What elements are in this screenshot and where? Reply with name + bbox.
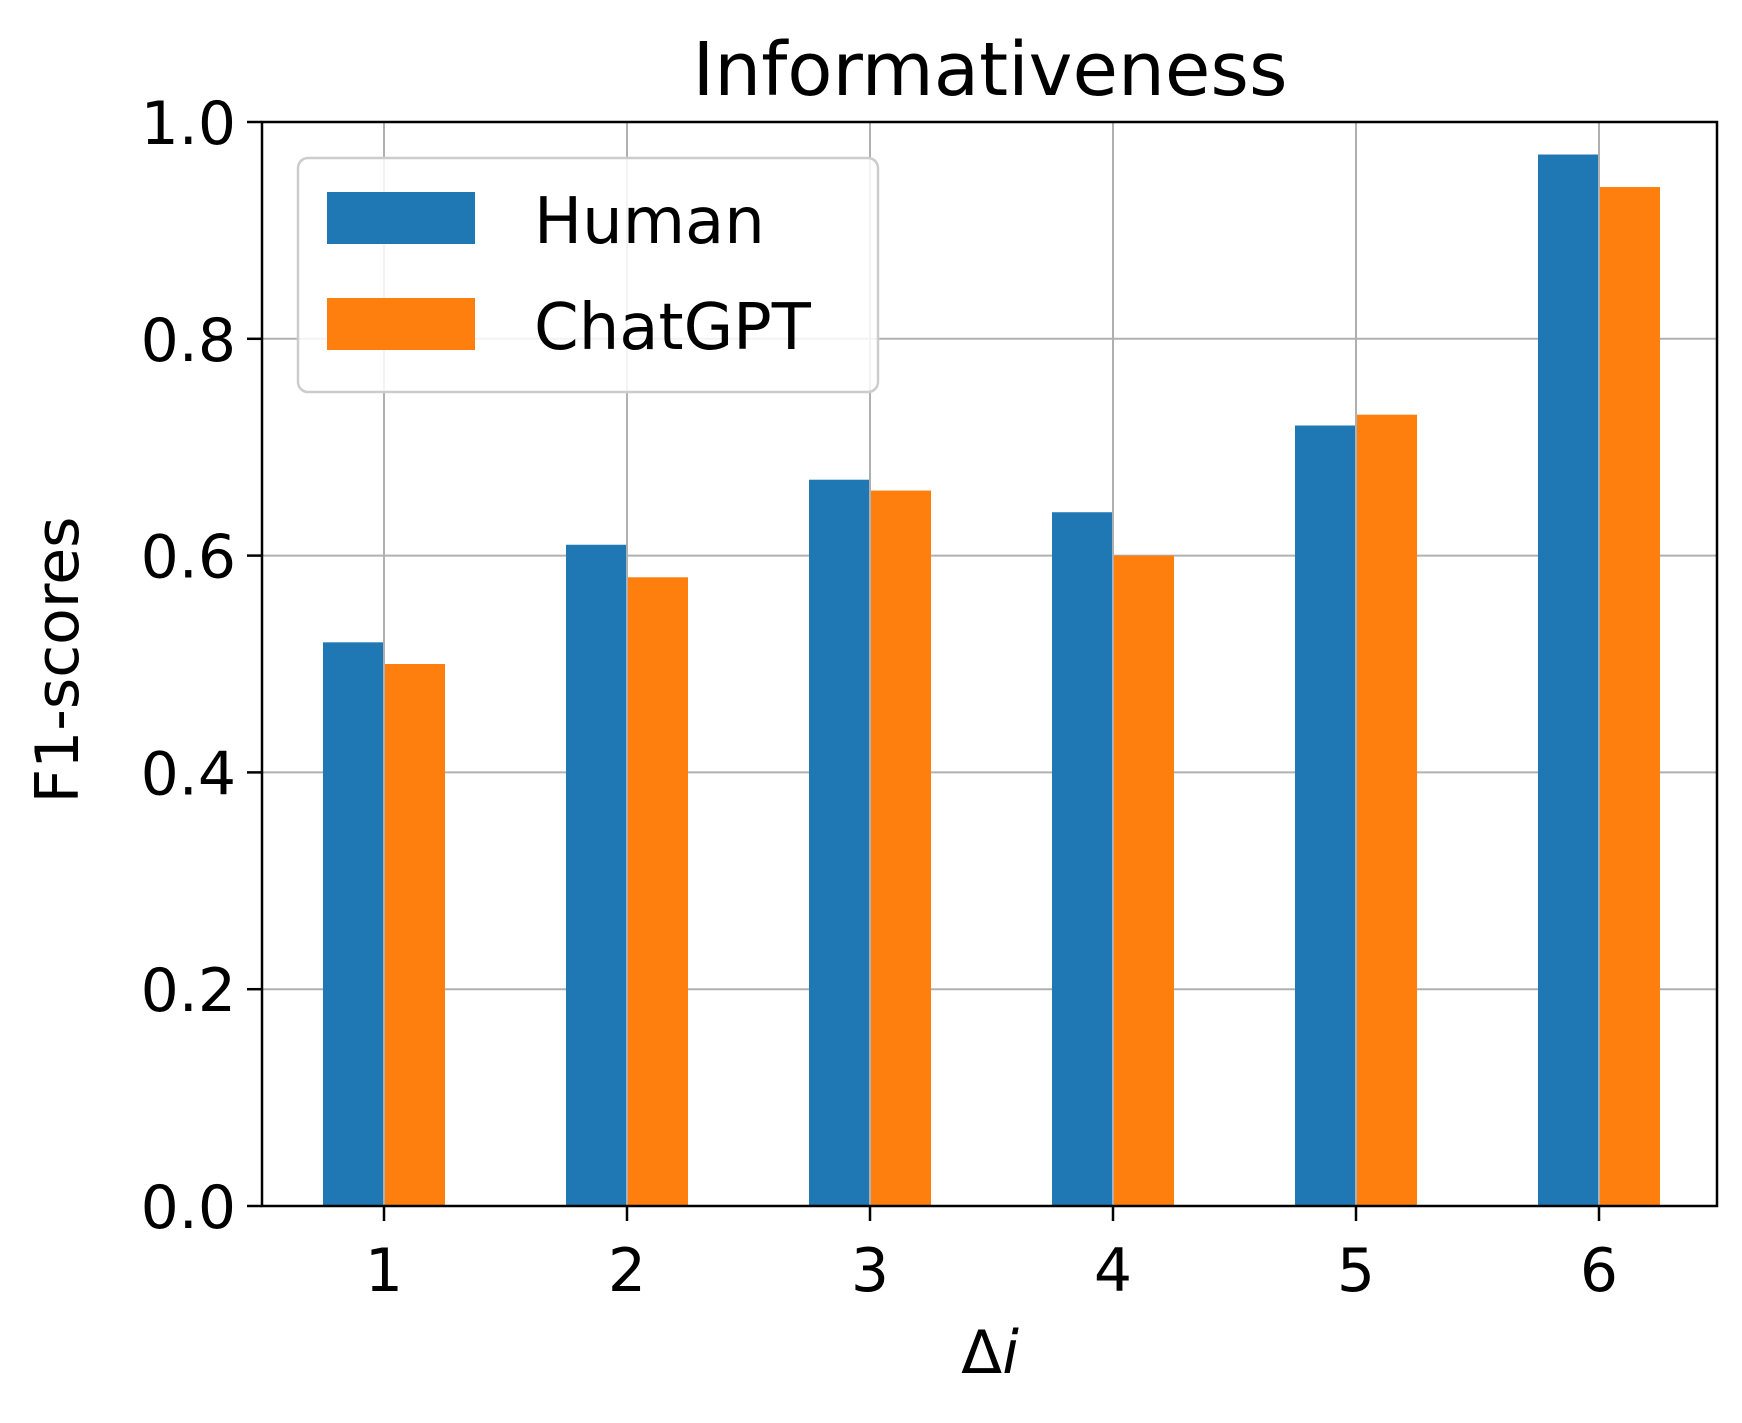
axis-ticks: 0.0 0.2 0.4 0.6 0.8 1.0 1 2 3 4 5 6 — [141, 89, 1619, 1306]
legend-label-chatgpt: ChatGPT — [534, 291, 812, 365]
bar-chatgpt-3 — [870, 490, 931, 1206]
y-tick-label: 0.2 — [141, 956, 236, 1026]
x-axis-label: Δi — [961, 1318, 1019, 1388]
x-axis-label-italic: i — [1002, 1318, 1019, 1388]
bar-human-6 — [1538, 154, 1599, 1206]
x-tick-label: 6 — [1580, 1236, 1618, 1306]
x-tick-label: 1 — [365, 1236, 403, 1306]
bar-chatgpt-4 — [1113, 555, 1174, 1206]
y-tick-label: 0.4 — [141, 739, 236, 809]
chart-title: Informativeness — [692, 27, 1287, 113]
y-tick-label: 0.8 — [141, 306, 236, 376]
legend-swatch-human — [327, 192, 475, 244]
bar-chatgpt-2 — [627, 577, 688, 1206]
x-tick-label: 3 — [851, 1236, 889, 1306]
y-tick-label: 1.0 — [141, 89, 236, 159]
bar-human-3 — [809, 479, 870, 1207]
y-axis-label: F1-scores — [23, 517, 93, 804]
y-tick-label: 0.6 — [141, 523, 236, 593]
legend-label-human: Human — [534, 185, 765, 259]
bar-human-5 — [1295, 425, 1356, 1206]
bar-chatgpt-5 — [1356, 414, 1417, 1206]
bar-human-1 — [323, 642, 384, 1206]
y-tick-label: 0.0 — [141, 1173, 236, 1243]
plot-frame — [260, 120, 1719, 1208]
legend-swatch-chatgpt — [327, 298, 475, 350]
x-axis-label-main: Δ — [961, 1318, 1002, 1388]
bar-human-2 — [566, 544, 627, 1206]
bar-chatgpt-6 — [1599, 187, 1660, 1207]
x-tick-label: 2 — [608, 1236, 646, 1306]
x-tick-label: 5 — [1337, 1236, 1375, 1306]
bars — [323, 154, 1660, 1207]
bar-chatgpt-1 — [384, 664, 445, 1206]
bar-human-4 — [1052, 512, 1113, 1206]
x-tick-label: 4 — [1094, 1236, 1132, 1306]
legend: Human ChatGPT — [296, 156, 880, 394]
